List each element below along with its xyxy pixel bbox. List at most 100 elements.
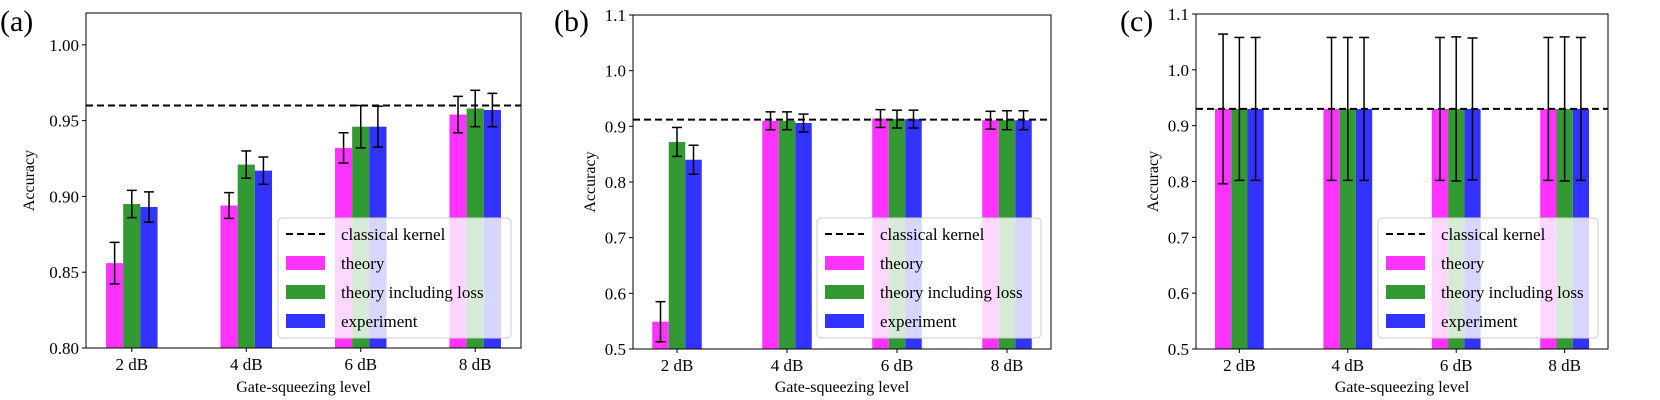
y-tick-label: 0.85: [49, 263, 79, 282]
error-bar: [109, 241, 120, 285]
bar-experiment: [140, 207, 158, 348]
bar-experiment: [795, 122, 812, 349]
bar-theory: [220, 205, 238, 348]
y-tick-label: 1.0: [605, 62, 626, 81]
legend-label: classical kernel: [880, 225, 985, 244]
chart-panel-a: (a) classical kernel theory theory includin…: [0, 5, 522, 396]
error-bar: [258, 156, 269, 186]
x-axis-label: Gate-squeezing level: [775, 379, 910, 396]
error-bar: [143, 191, 154, 223]
y-tick-label: 1.1: [605, 6, 626, 25]
error-bar: [241, 150, 252, 179]
error-bar: [470, 89, 481, 128]
legend-label: theory: [880, 254, 924, 273]
legend-box: [816, 217, 1042, 339]
bar-theory-including-loss: [1231, 108, 1248, 350]
x-axis-label: Gate-squeezing level: [236, 379, 371, 396]
error-bar: [782, 111, 792, 131]
error-bar: [224, 191, 235, 220]
x-tick-label: 2 dB: [115, 355, 148, 374]
bar-theory-including-loss: [778, 120, 796, 350]
y-tick-label: 0.7: [1168, 228, 1190, 247]
legend-label: experiment: [880, 312, 957, 331]
panel-label: (a): [0, 5, 33, 38]
x-tick-label: 8 dB: [1548, 356, 1581, 375]
legend: classical kernel theory theory including l…: [1377, 217, 1599, 339]
y-tick-label: 0.6: [1168, 284, 1189, 303]
error-bar: [338, 132, 349, 164]
error-bar: [126, 189, 137, 219]
legend-swatch-icon: [825, 314, 864, 328]
y-tick-label: 1.00: [49, 36, 79, 55]
chart-panel-c: (c) classical kernel theory theory includin…: [1120, 5, 1609, 396]
y-tick-label: 0.8: [605, 173, 626, 192]
y-tick-label: 0.9: [1168, 117, 1189, 136]
legend-label: experiment: [1441, 312, 1518, 331]
panel-label: (c): [1120, 5, 1153, 38]
bar-theory: [1214, 108, 1232, 350]
error-bar: [655, 300, 666, 343]
error-bar: [1575, 36, 1586, 182]
legend-swatch-icon: [1386, 256, 1425, 270]
panel-label: (b): [554, 5, 589, 38]
legend-swatch-icon: [1386, 314, 1425, 328]
legend-box: [1377, 217, 1599, 339]
x-tick-label: 4 dB: [1331, 356, 1364, 375]
x-tick-label: 6 dB: [881, 356, 914, 375]
legend-swatch-icon: [286, 285, 325, 299]
y-tick-label: 0.5: [605, 340, 626, 359]
legend: classical kernel theory theory including l…: [277, 217, 512, 339]
error-bar: [453, 95, 464, 134]
bar-experiment: [1247, 108, 1264, 350]
legend-swatch-icon: [286, 256, 325, 270]
legend-label: theory including loss: [880, 283, 1023, 302]
y-tick-label: 1.0: [1168, 61, 1189, 80]
y-tick-label: 0.8: [1168, 173, 1189, 192]
y-tick-label: 0.80: [49, 339, 79, 358]
x-tick-label: 8 dB: [991, 356, 1024, 375]
y-tick-label: 0.6: [605, 284, 626, 303]
x-tick-label: 2 dB: [661, 356, 694, 375]
legend-swatch-icon: [286, 314, 325, 328]
error-bar: [798, 113, 809, 133]
legend-label: experiment: [341, 312, 418, 331]
x-tick-label: 4 dB: [771, 356, 804, 375]
error-bar: [688, 144, 699, 175]
x-axis-label: Gate-squeezing level: [1335, 379, 1470, 396]
x-tick-label: 4 dB: [230, 355, 263, 374]
error-bar: [487, 92, 498, 128]
legend-label: classical kernel: [341, 225, 446, 244]
bar-theory: [762, 120, 779, 350]
y-tick-label: 0.7: [605, 229, 627, 248]
legend-swatch-icon: [1386, 285, 1425, 299]
error-bar: [1342, 36, 1353, 182]
bar-theory-including-loss: [668, 141, 686, 349]
legend: classical kernel theory theory including l…: [816, 217, 1042, 339]
axes-frame: [85, 12, 522, 349]
legend-label: theory: [341, 254, 385, 273]
y-tick-label: 0.5: [1168, 340, 1189, 359]
legend-label: theory: [1441, 254, 1485, 273]
y-axis-label: Accuracy: [582, 151, 599, 212]
y-tick-label: 1.1: [1168, 5, 1189, 24]
bar-experiment: [254, 170, 273, 348]
chart-panel-b: (b) classical kernel theory theory includin…: [554, 5, 1052, 396]
legend-swatch-icon: [825, 285, 864, 299]
x-tick-label: 6 dB: [344, 355, 377, 374]
legend-box: [277, 217, 512, 339]
error-bar: [765, 111, 776, 131]
bar-theory-including-loss: [123, 203, 141, 348]
y-tick-label: 0.95: [49, 112, 79, 131]
legend-label: theory including loss: [341, 283, 484, 302]
y-axis-label: Accuracy: [21, 150, 38, 211]
legend-swatch-icon: [825, 256, 864, 270]
error-bar: [672, 126, 682, 158]
y-tick-label: 0.90: [49, 187, 79, 206]
y-axis-label: Accuracy: [1145, 151, 1162, 212]
legend-label: theory including loss: [1441, 283, 1584, 302]
bar-theory-including-loss: [237, 164, 255, 348]
bar-theory-including-loss: [1339, 108, 1356, 350]
legend-label: classical kernel: [1441, 225, 1546, 244]
error-bar: [875, 108, 886, 129]
